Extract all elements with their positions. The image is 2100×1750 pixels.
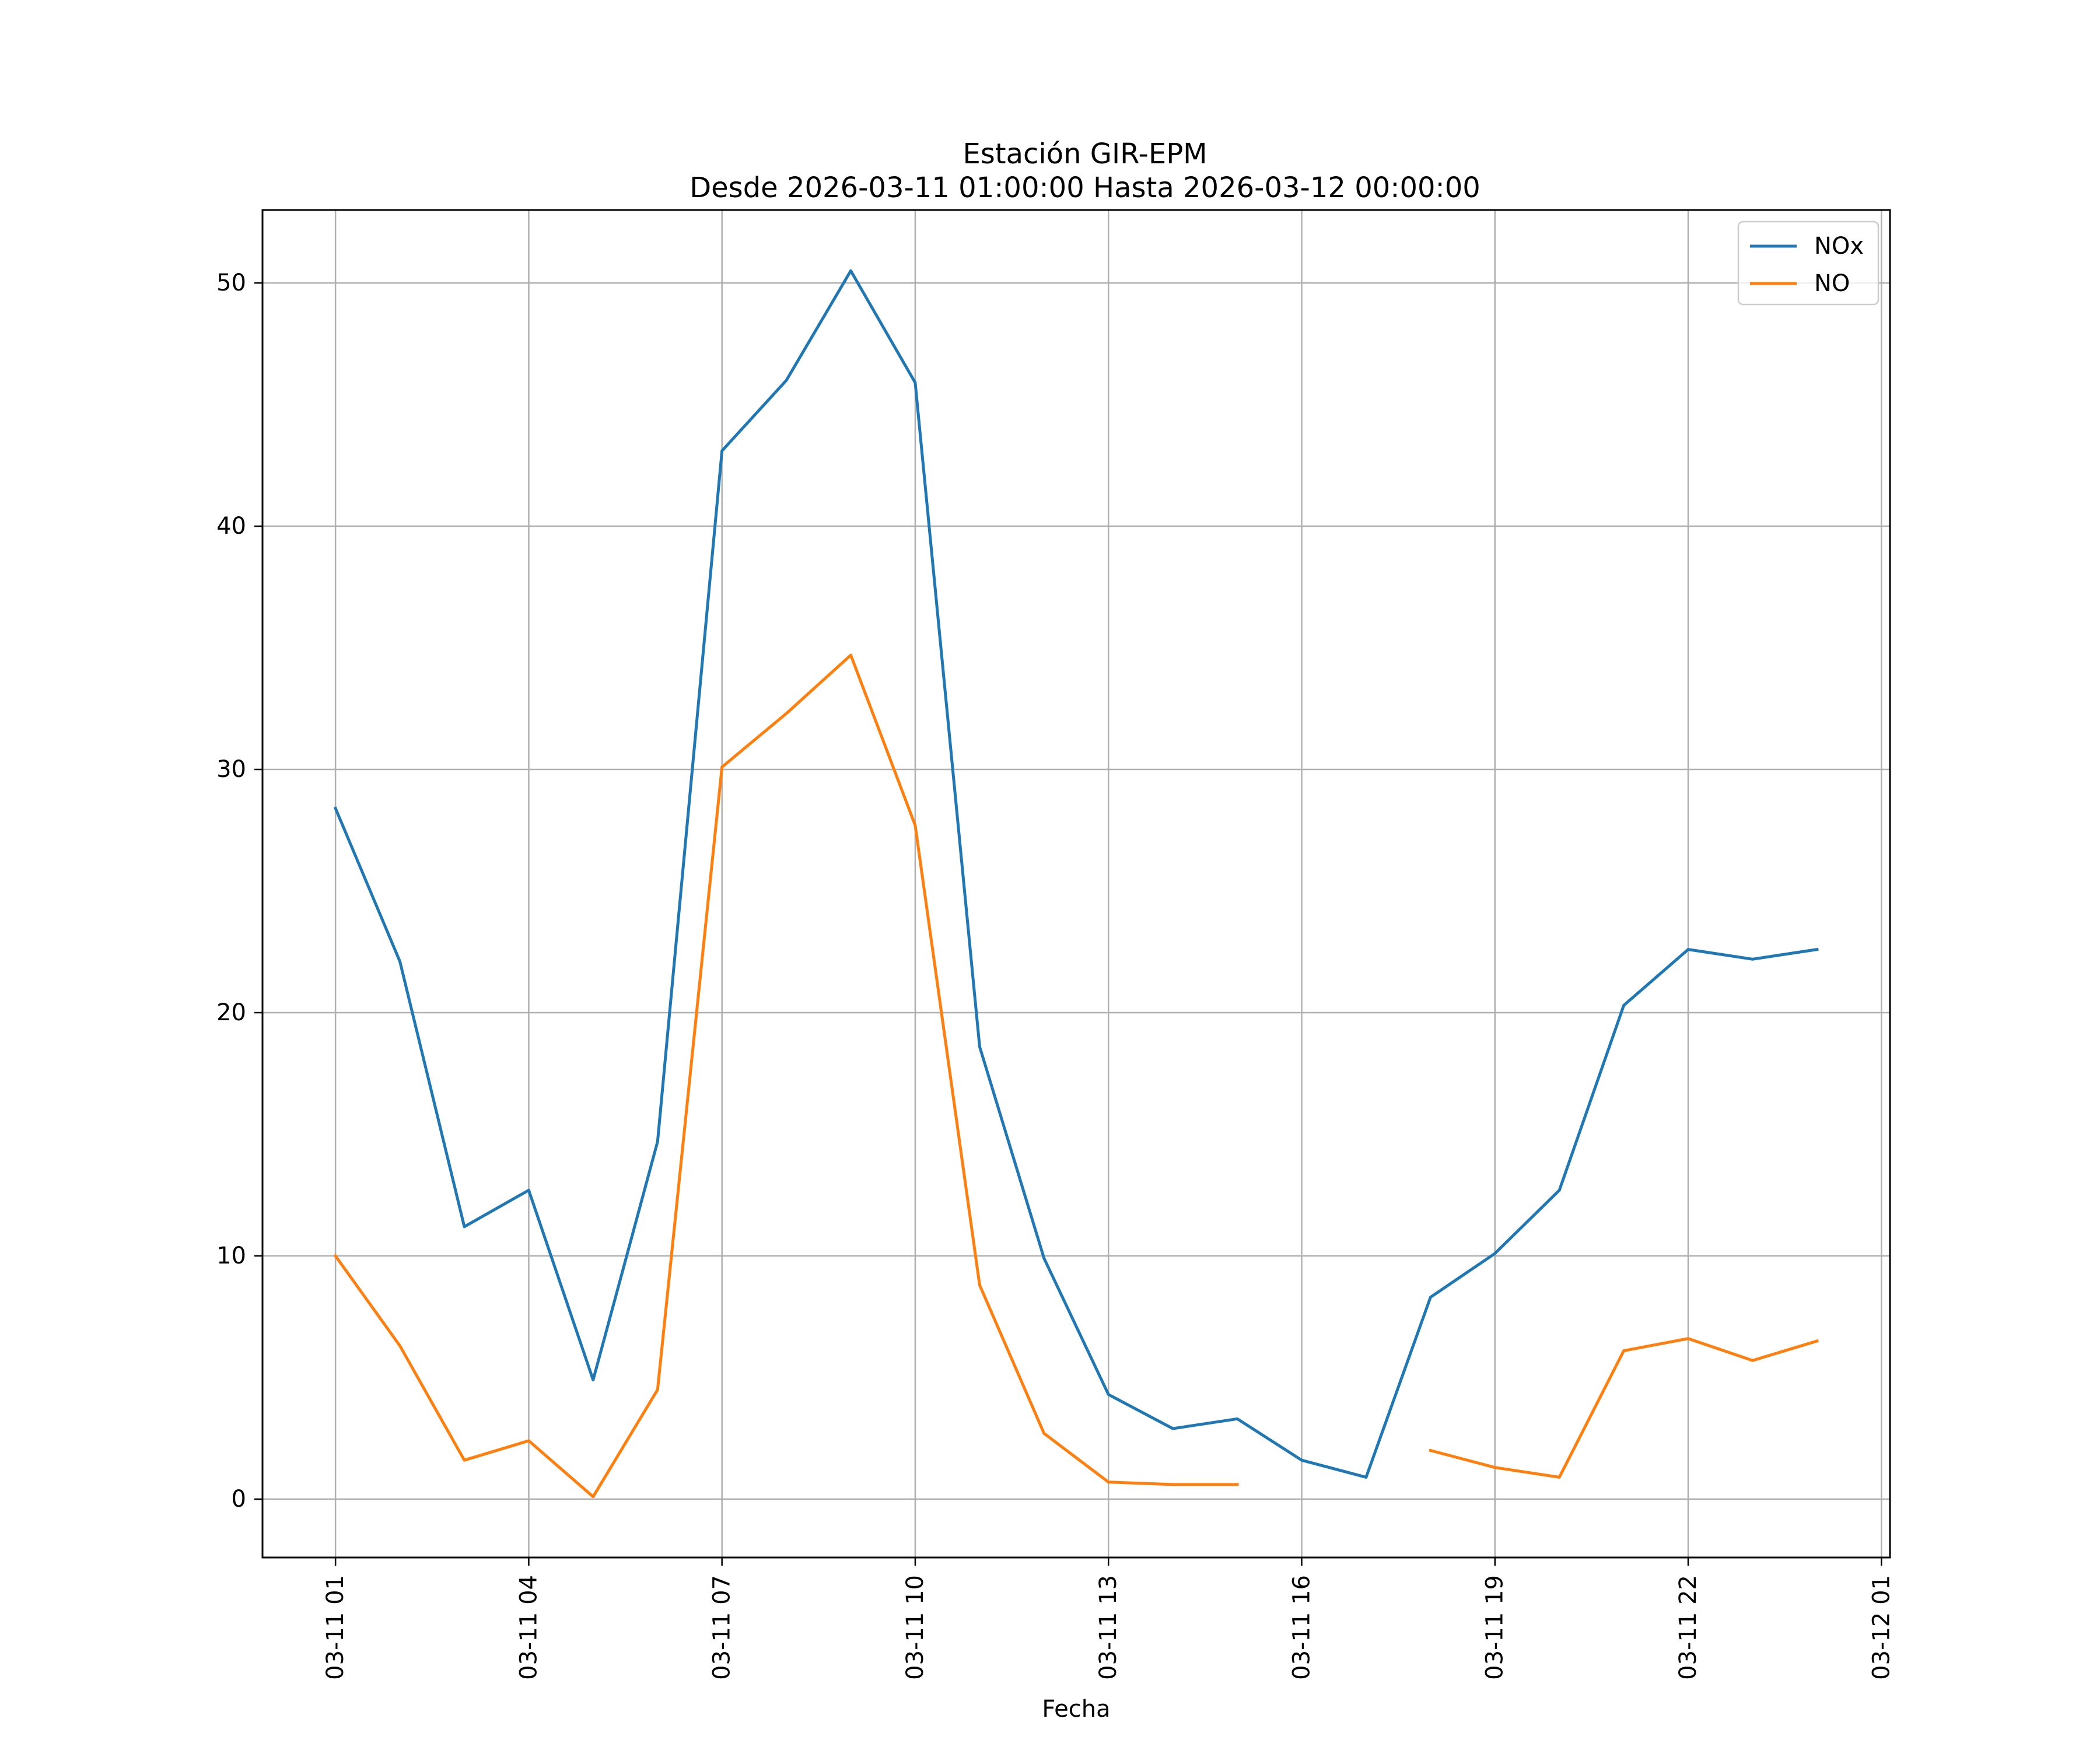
y-tick-label: 40 bbox=[216, 513, 246, 540]
series-NOx bbox=[333, 269, 1819, 1479]
y-tick-label: 0 bbox=[232, 1486, 246, 1513]
x-tick-label: 03-11 19 bbox=[1482, 1575, 1508, 1680]
x-tick-label: 03-11 13 bbox=[1095, 1575, 1122, 1680]
x-tick-label: 03-11 07 bbox=[709, 1575, 736, 1680]
chart-subtitle: Desde 2026-03-11 01:00:00 Hasta 2026-03-… bbox=[690, 172, 1480, 204]
series-line bbox=[333, 653, 1239, 1499]
x-tick-label: 03-11 04 bbox=[515, 1575, 542, 1680]
x-tick-label: 03-11 22 bbox=[1675, 1575, 1702, 1680]
series-line bbox=[333, 269, 1819, 1479]
x-tick-label: 03-11 10 bbox=[902, 1575, 929, 1680]
y-tick-label: 10 bbox=[216, 1242, 246, 1269]
y-tick-label: 50 bbox=[216, 270, 246, 296]
legend-label-NOx: NOx bbox=[1814, 233, 1864, 260]
plot-frame bbox=[261, 209, 1891, 1559]
x-axis-label: Fecha bbox=[1042, 1696, 1110, 1723]
x-tick-label: 03-11 16 bbox=[1288, 1575, 1315, 1680]
y-tick-label: 30 bbox=[216, 756, 246, 783]
x-tick-label: 03-12 01 bbox=[1868, 1575, 1895, 1680]
y-tick-label: 20 bbox=[216, 999, 246, 1026]
x-tick-label: 03-11 01 bbox=[322, 1575, 349, 1680]
grid bbox=[262, 210, 1890, 1558]
series-line bbox=[1429, 1337, 1819, 1479]
series-NO bbox=[333, 653, 1819, 1499]
ticks: 03-11 01 03-11 04 03-11 07 03-11 10 03-11 13… bbox=[216, 270, 1895, 1680]
chart-title: Estación GIR-EPM bbox=[963, 138, 1207, 170]
legend-label-NO: NO bbox=[1814, 270, 1850, 297]
legend: NOx NO bbox=[1737, 220, 1880, 306]
series-layer bbox=[333, 269, 1819, 1499]
